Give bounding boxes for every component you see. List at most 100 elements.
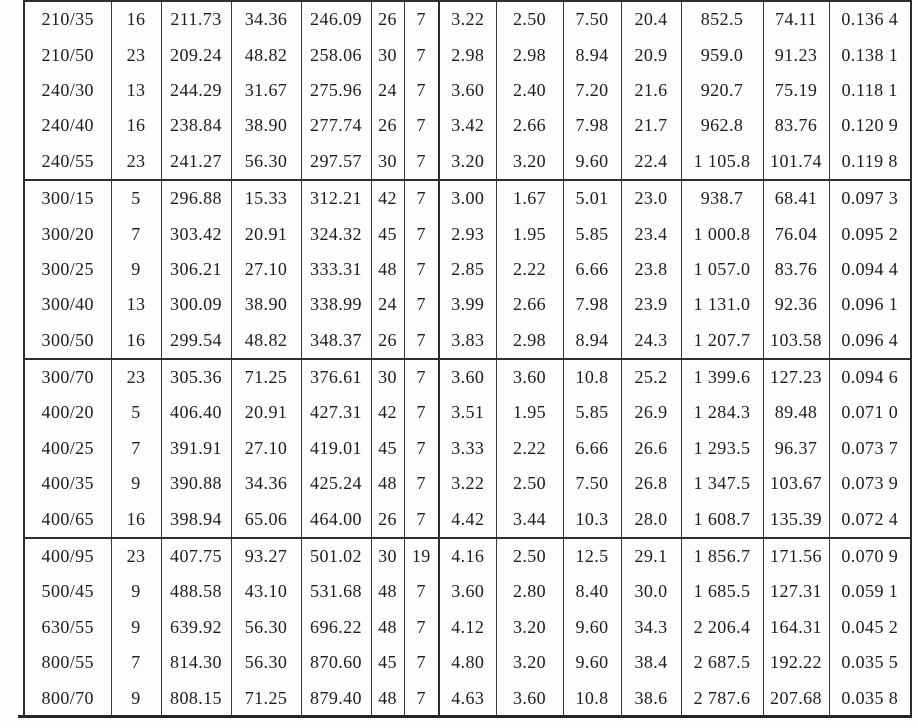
table-cell: 27.10 [231,251,302,288]
table-cell: 10.8 [563,680,622,717]
table-cell: 3.60 [439,357,497,396]
table-cell: 7 [111,645,162,681]
table-row: 400/65 16 398.94 65.06 464.00 26 7 4.42 3.44 10.3… [24,501,911,538]
table-row: 300/70 23 305.36 71.25 376.61 30 7 3.60 3.60 10.8… [24,357,911,396]
table-cell: 277.74 [301,108,372,144]
table-cell: 959.0 [681,37,764,73]
table-cell: 45 [371,645,405,681]
table-cell: 2.85 [439,251,497,288]
table-cell: 639.92 [161,609,232,646]
table-cell: 3.22 [439,466,497,502]
table-cell: 300/15 [24,178,112,217]
table-cell: 26.9 [621,395,682,431]
table-cell: 23 [111,357,162,396]
table-cell: 2.40 [496,72,564,109]
table-cell: 10.3 [563,501,622,538]
table-cell: 0.118 1 [841,79,898,100]
table-cell: 83.76 [763,251,830,288]
table-cell: 3.20 [439,143,497,180]
table-cell: 76.04 [763,216,830,252]
table-cell: 29.1 [621,536,682,575]
table-cell: 16 [111,108,162,144]
table-cell: 9.60 [563,609,622,646]
table-cell: 3.83 [439,322,497,359]
table-cell: 74.11 [763,0,830,38]
table-cell: 56.30 [231,609,302,646]
table-cell: 15.33 [231,178,302,217]
table-cell: 296.88 [161,178,232,217]
table-cell: 9 [111,466,162,502]
table-cell: 240/40 [24,108,112,144]
table-cell: 324.32 [301,216,372,252]
table-cell: 246.09 [301,0,372,38]
table-cell: 258.06 [301,37,372,73]
table-cell: 464.00 [301,501,372,538]
table-cell: 3.22 [439,0,497,38]
table-row: 300/15 5 296.88 15.33 312.21 42 7 3.00 1.67 5.01 2… [24,178,911,217]
table-cell: 207.68 [763,680,830,717]
table-cell: 3.20 [496,645,564,681]
table-cell: 10.8 [563,357,622,396]
table-cell: 400/25 [24,430,112,467]
table-cell: 56.30 [231,645,302,681]
table-cell: 3.33 [439,430,497,467]
table-row: 210/35 16 211.73 34.36 246.09 26 7 3.22 2.50 7.50… [24,0,911,38]
table-cell: 135.39 [763,501,830,538]
table-cell: 71.25 [231,680,302,717]
table-cell: 7 [404,357,440,396]
table-cell: 312.21 [301,178,372,217]
table-cell: 0.096 1 [841,294,899,315]
table-cell: 26 [371,322,405,359]
table-cell: 48 [371,251,405,288]
table-cell: 1 057.0 [681,251,764,288]
table-cell: 1 347.5 [681,466,764,502]
table-cell: 9 [111,680,162,717]
table-body: 210/35 16 211.73 34.36 246.09 26 7 3.22 2.50 7.50… [24,0,911,717]
table-cell: 2.66 [496,287,564,323]
table-cell: 962.8 [681,108,764,144]
table-cell: 103.58 [763,322,830,359]
table-cell: 0.097 3 [829,178,911,217]
table-cell: 7 [404,37,440,73]
table-cell: 0.070 9 [829,536,911,575]
table-row: 300/40 13 300.09 38.90 338.99 24 7 3.99 2.66 7.98… [24,287,911,323]
table-cell: 852.5 [681,0,764,38]
table-row: 630/55 9 639.92 56.30 696.22 48 7 4.12 3.20 9.60 3… [24,609,911,646]
table-row: 400/20 5 406.40 20.91 427.31 42 7 3.51 1.95 5.85 2… [24,395,911,431]
table-cell: 38.6 [621,680,682,717]
table-cell: 9 [111,574,162,610]
table-cell: 23.8 [621,251,682,288]
table-cell: 391.91 [161,430,232,467]
table-cell: 2 787.6 [681,680,764,717]
table-cell: 210/35 [24,0,112,38]
table-cell: 23.4 [621,216,682,252]
table-cell: 68.41 [763,178,830,217]
table-cell: 333.31 [301,251,372,288]
table-cell: 30 [371,536,405,575]
table-cell: 48 [371,609,405,646]
table-cell: 3.20 [496,143,564,180]
table-cell: 1 399.6 [681,357,764,396]
table-cell: 7 [404,680,440,717]
table-cell: 26 [371,501,405,538]
table-cell: 101.74 [763,143,830,180]
table-cell: 7 [404,143,440,180]
table-cell: 91.23 [763,37,830,73]
table-cell: 300/40 [24,287,112,323]
table-cell: 12.5 [563,536,622,575]
table-cell: 0.035 8 [841,687,899,708]
table-cell: 75.19 [763,72,830,109]
table-cell: 300/50 [24,322,112,359]
table-cell: 48.82 [231,322,302,359]
table-row: 240/30 13 244.29 31.67 275.96 24 7 3.60 2.40 7.20… [24,72,911,109]
table-cell: 299.54 [161,322,232,359]
table-cell: 26.8 [621,466,682,502]
table-cell: 103.67 [763,466,830,502]
table-cell: 83.76 [763,108,830,144]
table-cell: 24 [371,72,405,109]
table-cell: 1 131.0 [681,287,764,323]
table-cell: 1 293.5 [681,430,764,467]
table-cell: 0.095 2 [841,223,899,244]
table-cell: 45 [371,430,405,467]
table-cell: 211.73 [161,0,232,38]
